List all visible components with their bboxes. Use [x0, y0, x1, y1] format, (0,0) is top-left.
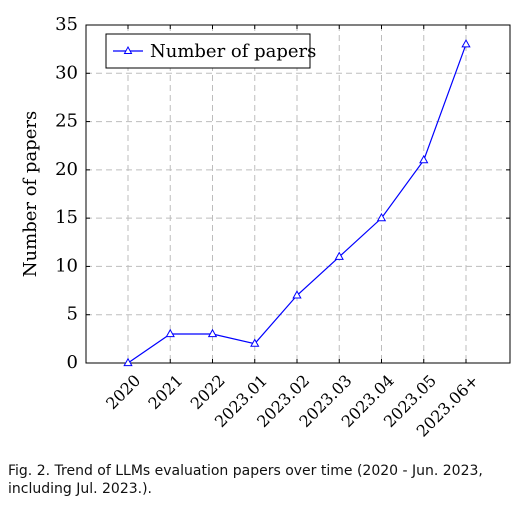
y-axis-ticks: 0 5 10 15 20 25 30 35: [55, 14, 510, 373]
data-point-marker: [461, 39, 471, 48]
series-number-of-papers: [123, 39, 471, 367]
y-tick-label: 25: [55, 111, 78, 132]
data-point-marker: [250, 338, 260, 347]
y-tick-label: 5: [67, 304, 78, 325]
y-axis-label: Number of papers: [20, 111, 41, 277]
data-point-marker: [419, 154, 429, 164]
y-tick-label: 30: [55, 62, 78, 83]
y-tick-label: 35: [55, 14, 78, 35]
x-axis-ticks: 2020 2021 20222023.012023.022023.032023.04…: [102, 25, 482, 441]
data-point-marker: [207, 328, 218, 338]
legend: Number of papers: [105, 33, 316, 69]
y-tick-label: 20: [55, 159, 78, 180]
data-point-marker: [334, 251, 344, 260]
x-tick-label: 2020: [102, 371, 144, 413]
data-point-marker: [165, 328, 175, 338]
data-point-marker: [376, 212, 387, 222]
data-point-marker: [123, 357, 133, 367]
y-tick-label: 0: [67, 352, 78, 373]
y-tick-label: 15: [55, 207, 78, 228]
data-point-marker: [292, 290, 302, 299]
y-tick-label: 10: [55, 255, 78, 276]
x-tick-label: 2021: [144, 371, 186, 413]
plot-frame: [85, 24, 511, 364]
figure-caption: Fig. 2. Trend of LLMs evaluation papers …: [8, 463, 483, 497]
legend-label: Number of papers: [150, 41, 316, 62]
legend-marker-triangle: [123, 45, 133, 54]
grid-lines: [86, 25, 510, 363]
line-chart: 0 5 10 15 20 25 30 35 2020 2021 20222023.012023.0…: [20, 14, 511, 441]
